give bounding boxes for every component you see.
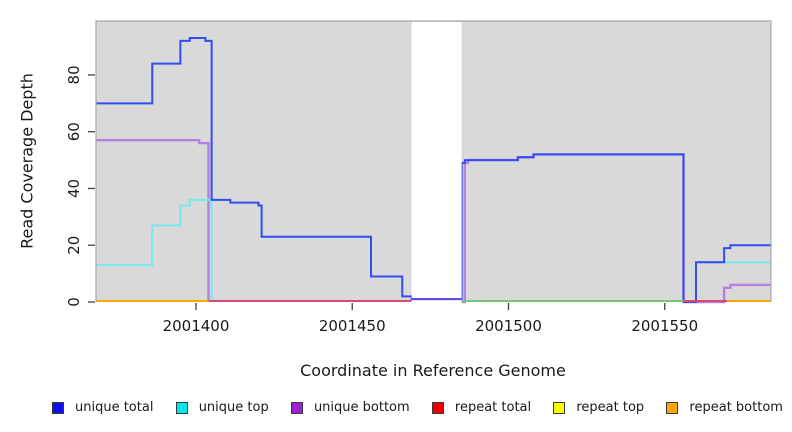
series-line-unique-top [96,198,213,302]
legend-label: unique total [75,400,154,415]
legend-item-repeat-top: repeat top [553,400,644,416]
y-tick-label: 60 [65,122,83,141]
y-axis-title: Read Coverage Depth [17,73,37,249]
legend-label: repeat bottom [689,400,783,415]
x-tick-label: 2001550 [631,317,698,335]
legend-swatch-repeat-total [431,402,444,414]
legend-label: unique top [198,400,269,415]
legend-swatch-unique-top [175,402,188,414]
legend-label: repeat top [576,400,645,415]
legend-swatch-repeat-top [553,402,566,414]
y-tick-label: 80 [65,65,83,84]
coverage-plot: 2001400 2001450 2001500 2001550 0 20 40 60 80 [65,20,772,335]
legend-swatch-unique-bottom [290,402,303,414]
legend-item-repeat-bottom: repeat bottom [666,400,783,416]
legend-label: unique bottom [313,400,410,415]
legend-item-unique-top: unique top [175,400,269,416]
x-axis-title: Coordinate in Reference Genome [300,361,566,380]
y-tick-label: 20 [65,236,83,255]
x-tick-label: 2001400 [163,317,230,335]
y-tick-label: 40 [65,179,83,198]
legend-item-unique-total: unique total [52,400,153,416]
y-tick-label: 0 [65,297,83,307]
panel-border [95,20,772,302]
legend-item-repeat-total: repeat total [431,400,532,416]
no-data-gap [411,22,462,305]
series-line-unique-bottom [96,139,210,302]
legend-item-unique-bottom: unique bottom [290,400,410,416]
legend-swatch-unique-total [52,402,64,414]
legend-swatch-repeat-bottom [666,402,679,414]
x-tick-label: 2001450 [319,317,386,335]
legend: unique total unique top unique bottom repea… [52,400,783,416]
x-tick-label: 2001500 [475,317,542,335]
legend-label: repeat total [454,400,532,415]
